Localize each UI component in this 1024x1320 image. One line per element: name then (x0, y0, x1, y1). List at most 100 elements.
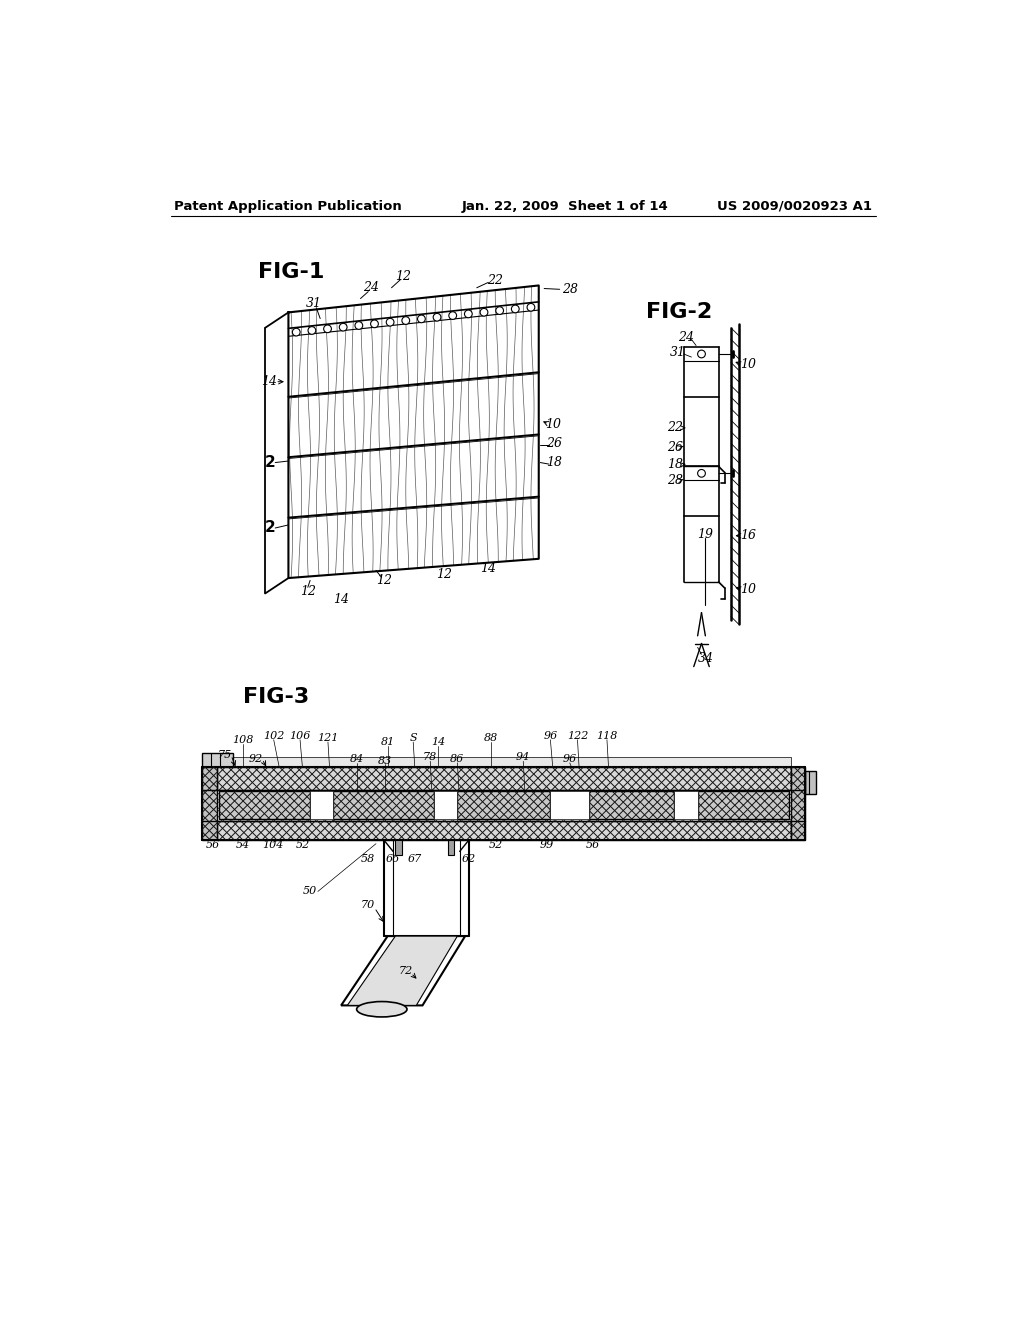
Text: 108: 108 (232, 735, 253, 744)
Circle shape (324, 325, 332, 333)
Text: 2: 2 (264, 520, 275, 536)
Circle shape (480, 309, 487, 315)
Text: 28: 28 (562, 282, 578, 296)
Bar (434, 792, 458, 818)
Bar (310, 792, 334, 818)
Text: 122: 122 (567, 731, 588, 741)
Ellipse shape (356, 1002, 407, 1016)
Circle shape (527, 304, 535, 312)
Text: FIG-2: FIG-2 (646, 302, 712, 322)
Bar (334, 792, 434, 818)
Text: 121: 121 (317, 733, 339, 743)
Text: 10: 10 (740, 358, 756, 371)
Text: 88: 88 (483, 733, 498, 743)
Text: 66: 66 (386, 854, 400, 865)
Bar (202, 767, 217, 840)
Text: 62: 62 (462, 854, 476, 865)
Text: 12: 12 (376, 574, 392, 587)
Text: 96: 96 (562, 754, 577, 764)
Bar (395, 840, 401, 855)
Polygon shape (347, 936, 458, 1006)
Text: 16: 16 (740, 529, 756, 543)
Text: 12: 12 (436, 568, 453, 581)
Text: 10: 10 (740, 583, 756, 597)
Text: 24: 24 (362, 281, 379, 294)
Text: FIG-1: FIG-1 (258, 263, 325, 282)
Circle shape (339, 323, 347, 331)
Text: 56: 56 (586, 841, 600, 850)
Text: 67: 67 (408, 854, 422, 865)
Text: 118: 118 (596, 731, 617, 741)
Bar (805, 771, 816, 793)
Text: 52: 52 (489, 841, 503, 850)
Text: 75: 75 (218, 750, 232, 760)
Text: 28: 28 (668, 474, 683, 487)
Circle shape (386, 318, 394, 326)
Text: 54: 54 (236, 841, 250, 850)
Text: 96: 96 (544, 731, 557, 741)
Circle shape (293, 329, 300, 337)
Text: 78: 78 (423, 752, 437, 763)
Circle shape (496, 306, 504, 314)
Text: 24: 24 (678, 330, 694, 343)
Text: 104: 104 (262, 841, 284, 850)
Circle shape (465, 310, 472, 318)
Text: 92: 92 (249, 754, 263, 764)
Text: 34: 34 (697, 652, 714, 665)
Text: 22: 22 (668, 421, 683, 434)
Circle shape (697, 470, 706, 478)
Text: 52: 52 (295, 841, 309, 850)
Text: FIG-3: FIG-3 (243, 688, 309, 708)
Bar (675, 792, 697, 818)
Bar (217, 789, 791, 821)
Text: 102: 102 (263, 731, 285, 741)
Text: 50: 50 (303, 887, 317, 896)
Bar (219, 792, 310, 818)
Text: US 2009/0020923 A1: US 2009/0020923 A1 (717, 199, 872, 213)
Circle shape (697, 350, 706, 358)
Text: 94: 94 (516, 752, 530, 763)
Text: 99: 99 (540, 841, 554, 850)
Text: 26: 26 (668, 441, 683, 454)
Text: 26: 26 (546, 437, 562, 450)
Circle shape (308, 326, 315, 334)
Circle shape (418, 315, 425, 322)
Bar (791, 767, 805, 840)
Circle shape (449, 312, 457, 319)
Text: S: S (410, 733, 417, 743)
Bar (217, 821, 791, 840)
Text: 14: 14 (261, 375, 278, 388)
Text: 12: 12 (300, 585, 315, 598)
Text: 14: 14 (480, 562, 497, 576)
Text: Patent Application Publication: Patent Application Publication (174, 199, 402, 213)
Polygon shape (217, 758, 791, 767)
Text: 106: 106 (290, 731, 310, 741)
Bar (589, 792, 675, 818)
Text: 10: 10 (545, 417, 561, 430)
Text: 56: 56 (206, 841, 220, 850)
Text: 14: 14 (333, 593, 349, 606)
Text: 31: 31 (670, 346, 685, 359)
Text: 12: 12 (395, 269, 411, 282)
Bar (449, 840, 455, 855)
Circle shape (433, 313, 441, 321)
Text: 86: 86 (451, 754, 465, 764)
Bar (217, 767, 791, 789)
Text: 84: 84 (349, 754, 364, 764)
Text: 83: 83 (378, 755, 392, 766)
Text: 14: 14 (431, 737, 445, 747)
Bar (550, 792, 589, 818)
Circle shape (511, 305, 519, 313)
Text: 18: 18 (668, 458, 683, 471)
Polygon shape (341, 936, 465, 1006)
Text: 19: 19 (697, 528, 714, 541)
Text: 72: 72 (398, 966, 413, 975)
Text: 18: 18 (546, 455, 562, 469)
Text: Jan. 22, 2009  Sheet 1 of 14: Jan. 22, 2009 Sheet 1 of 14 (461, 199, 668, 213)
Bar (202, 752, 232, 767)
Text: 22: 22 (486, 273, 503, 286)
Bar (458, 792, 550, 818)
Text: 81: 81 (381, 737, 394, 747)
Bar (697, 792, 790, 818)
Circle shape (355, 322, 362, 330)
